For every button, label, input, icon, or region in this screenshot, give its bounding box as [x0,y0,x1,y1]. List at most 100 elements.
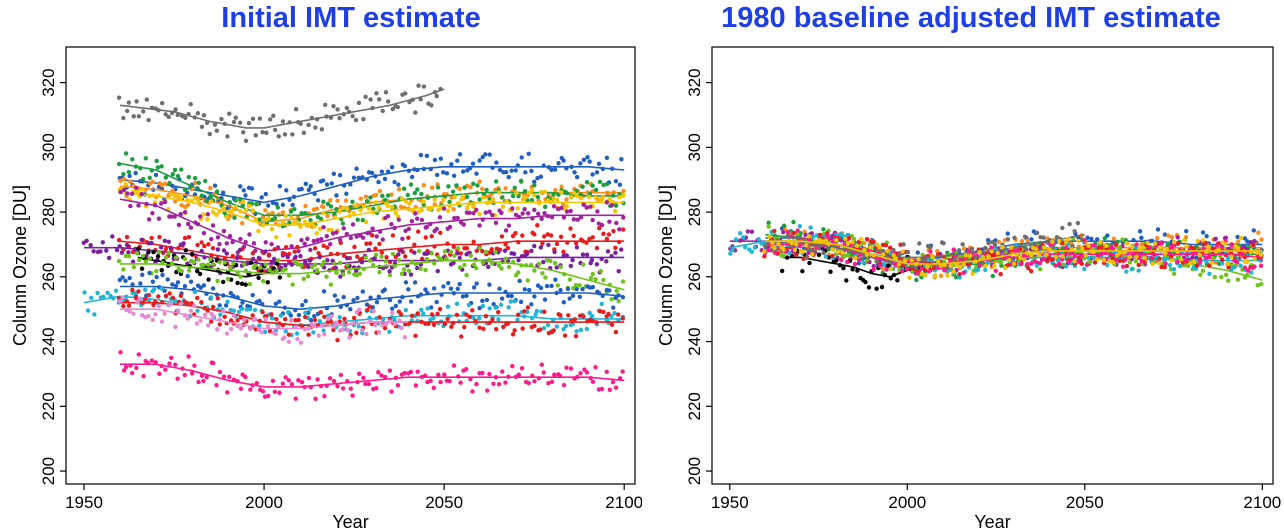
data-point [199,124,205,130]
data-point [324,182,330,187]
data-point [1129,244,1135,249]
data-point [334,230,339,235]
data-point [367,304,372,309]
data-point [419,307,424,313]
data-point [1159,264,1164,270]
data-point [140,176,146,182]
data-point [377,188,383,194]
data-point [539,216,544,222]
data-point [337,209,342,214]
data-point [1259,237,1264,242]
data-point [1159,241,1164,246]
data-point [533,312,538,317]
data-point [809,252,815,257]
data-point [199,193,204,198]
data-point [299,263,304,268]
data-point [382,325,388,331]
data-point [222,314,227,320]
data-point [210,286,216,291]
data-point [159,319,165,324]
data-point [743,245,748,250]
data-point [429,234,434,239]
data-point [474,207,479,213]
data-point [405,192,411,198]
data-point [766,248,771,253]
data-point [432,197,437,202]
data-point [604,369,609,374]
data-point [233,198,238,203]
data-point [483,152,488,157]
data-point [1033,246,1039,252]
data-point [926,269,932,274]
data-point [487,371,492,377]
data-point [293,396,298,401]
data-point [1225,261,1231,267]
data-point [554,324,560,329]
data-point [931,265,937,271]
x-tick-label: 2100 [1243,493,1281,512]
data-point [512,328,517,333]
data-point [541,370,546,375]
data-point [980,254,986,260]
data-point [303,181,308,187]
data-point [424,251,430,256]
data-point [390,310,395,315]
data-point [326,227,331,233]
data-point [989,245,994,250]
data-point [441,284,446,289]
data-point [429,103,434,108]
data-point [448,286,454,291]
data-point [540,271,545,276]
data-point [570,293,576,298]
data-point [808,225,813,230]
data-point [250,251,256,256]
data-point [1245,268,1251,273]
data-point [399,325,404,331]
data-point [1088,259,1093,265]
data-point [397,299,403,304]
data-point [992,242,998,248]
data-point [354,234,359,239]
data-point [267,328,273,334]
data-point [163,255,169,260]
data-point [374,91,379,96]
data-point [457,186,462,192]
data-point [312,313,317,319]
data-point [480,370,485,376]
data-point [250,116,256,122]
data-point [328,242,333,247]
data-point [175,173,181,179]
data-point [909,258,914,263]
data-point [446,280,451,286]
data-point [497,286,502,291]
data-point [1079,253,1084,259]
data-point [233,204,238,210]
y-tick-label: 300 [685,133,704,161]
data-point [124,108,130,114]
data-point [356,100,362,106]
data-point [262,329,268,335]
data-point [215,247,221,252]
data-point [464,205,470,211]
data-point [559,205,564,211]
data-point [380,193,385,199]
data-point [270,210,275,216]
data-point [834,237,839,243]
data-point [487,306,492,311]
data-point [431,385,436,391]
data-point [481,195,486,200]
data-point [1194,263,1200,268]
data-point [322,314,327,320]
data-point [130,282,135,287]
data-point [358,196,364,201]
data-point [1184,229,1189,234]
data-point [389,222,394,227]
data-point [373,322,378,328]
data-point [449,195,454,200]
data-point [475,183,480,188]
data-point [269,226,275,232]
data-point [196,379,201,385]
data-point [930,254,935,260]
data-point [1242,265,1248,270]
data-point [387,269,392,274]
